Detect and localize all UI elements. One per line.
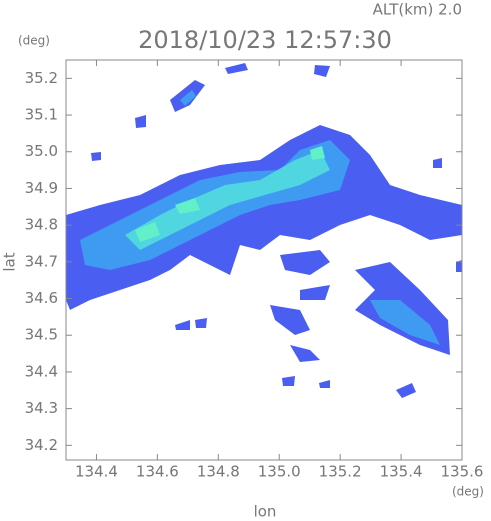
x-axis-label: lon [254,503,277,521]
y-tick-label: 34.5 [25,326,58,344]
y-tick-label: 34.3 [25,399,58,417]
x-tick-label: 134.4 [75,463,118,481]
y-tick-label: 35.1 [25,106,58,124]
plot-frame [65,59,463,461]
chart-title: 2018/10/23 12:57:30 [138,26,392,54]
x-tick-label: 135.4 [380,463,423,481]
y-tick-label: 34.6 [25,289,58,307]
y-axis-label: lat [1,252,19,271]
y-tick-label: 34.7 [25,252,58,270]
radar-echoes [66,63,462,398]
x-tick-label: 135.6 [441,463,484,481]
y-tick-label: 34.9 [25,179,58,197]
x-tick-label: 135.0 [258,463,301,481]
y-tick-label: 34.2 [25,436,58,454]
y-tick-label: 35.2 [25,69,58,87]
y-tick-label: 34.4 [25,362,58,380]
y-tick-label: 34.8 [25,216,58,234]
altitude-label: ALT(km) 2.0 [373,1,462,19]
x-unit: (deg) [452,485,484,499]
y-unit: (deg) [18,34,50,48]
x-tick-label: 134.6 [136,463,179,481]
y-tick-label: 35.0 [25,142,58,160]
x-tick-label: 134.8 [197,463,240,481]
x-tick-label: 135.2 [319,463,362,481]
